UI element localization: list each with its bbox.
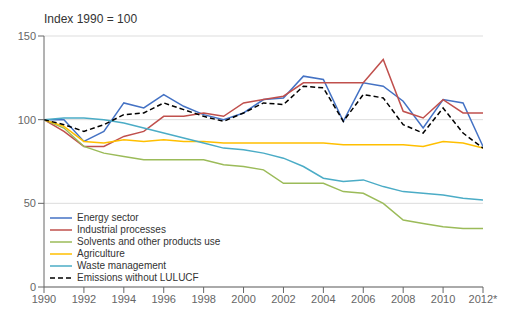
svg-text:2012*: 2012* bbox=[469, 293, 498, 305]
svg-text:1992: 1992 bbox=[72, 293, 96, 305]
svg-text:2006: 2006 bbox=[351, 293, 375, 305]
svg-text:0: 0 bbox=[30, 281, 36, 293]
html-text:Emissions without LULUCF: Emissions without LULUCF bbox=[77, 272, 199, 283]
html-text:Index 1990 = 100: Index 1990 = 100 bbox=[44, 12, 138, 26]
svg-text:1990: 1990 bbox=[32, 293, 56, 305]
svg-text:2002: 2002 bbox=[271, 293, 295, 305]
html-text:Waste management: Waste management bbox=[77, 260, 167, 271]
html-text:Industrial processes: Industrial processes bbox=[77, 224, 166, 235]
svg-text:2010: 2010 bbox=[431, 293, 455, 305]
svg-text:1996: 1996 bbox=[151, 293, 175, 305]
svg-text:2004: 2004 bbox=[311, 293, 335, 305]
svg-text:2000: 2000 bbox=[231, 293, 255, 305]
svg-text:2008: 2008 bbox=[391, 293, 415, 305]
svg-text:100: 100 bbox=[18, 114, 36, 126]
html-text:Agriculture: Agriculture bbox=[77, 248, 125, 259]
svg-text:1994: 1994 bbox=[112, 293, 136, 305]
svg-text:1998: 1998 bbox=[191, 293, 215, 305]
svg-text:50: 50 bbox=[24, 197, 36, 209]
svg-text:150: 150 bbox=[18, 30, 36, 42]
html-text:Energy sector: Energy sector bbox=[77, 212, 139, 223]
html-text:Solvents and other products us: Solvents and other products use bbox=[77, 236, 221, 247]
